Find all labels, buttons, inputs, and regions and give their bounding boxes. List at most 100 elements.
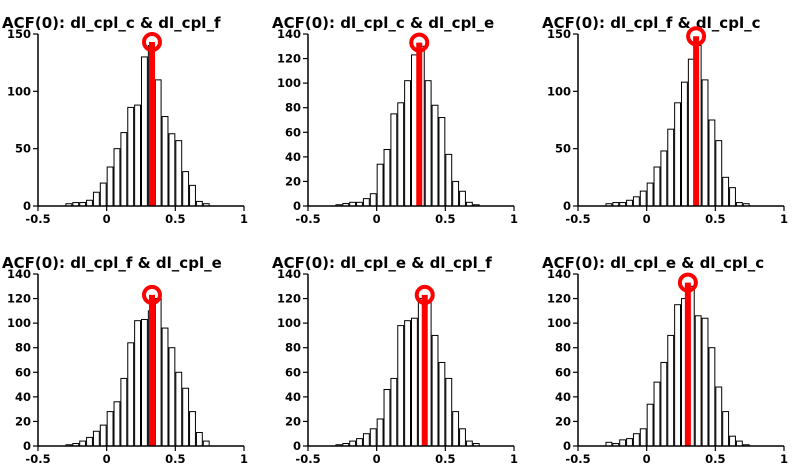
- histogram-bar: [708, 347, 716, 447]
- chart-title: ACF(0): dl_cpl_e & dl_cpl_f: [272, 254, 492, 272]
- histogram-bar: [106, 166, 114, 207]
- histogram-bar: [701, 79, 709, 207]
- y-tick-label: 150: [7, 27, 31, 41]
- histogram-bar: [134, 320, 141, 447]
- y-tick-label: 40: [15, 390, 31, 404]
- histogram-bar: [99, 424, 107, 447]
- histogram-bar: [141, 318, 148, 447]
- observed-value-marker: [414, 284, 435, 305]
- y-tick-label: 140: [547, 267, 571, 281]
- chart-title: ACF(0): dl_cpl_c & dl_cpl_f: [2, 14, 221, 32]
- x-tick-label: 0: [373, 452, 381, 464]
- x-tick-label: 1: [510, 212, 518, 226]
- chart-panel-4: ACF(0): dl_cpl_f & dl_cpl_e-0.5 0 0.5 10204…: [2, 254, 248, 464]
- x-tick-label: 0: [103, 452, 111, 464]
- histogram-bar: [445, 377, 453, 447]
- histogram-bar: [459, 428, 466, 447]
- y-tick-label: 50: [15, 142, 31, 156]
- y-tick-label: 120: [547, 292, 571, 306]
- x-tick-label: 0.5: [165, 452, 185, 464]
- y-tick-label: 50: [555, 142, 571, 156]
- histogram-bar: [626, 199, 633, 207]
- histogram-bar: [715, 386, 723, 447]
- histogram-bar: [182, 171, 190, 207]
- y-tick-label: 100: [547, 84, 571, 98]
- observed-value-marker: [141, 32, 162, 53]
- y-tick-label: 60: [15, 365, 31, 379]
- histogram-bar: [161, 327, 169, 447]
- histogram-bar: [106, 411, 114, 447]
- chart-panel-2: ACF(0): dl_cpl_c & dl_cpl_e-0.5 0 0.5 10204…: [272, 14, 518, 226]
- histogram-bar: [127, 106, 135, 207]
- histogram-bar: [438, 117, 446, 207]
- histogram-bar: [694, 315, 702, 447]
- histogram-bar: [701, 317, 709, 447]
- x-tick-label: 0: [103, 212, 111, 226]
- histogram-bar: [376, 163, 384, 207]
- y-tick-label: 60: [285, 125, 301, 139]
- histogram-bar: [120, 132, 128, 207]
- histogram-bar: [195, 431, 203, 447]
- histogram-bar: [141, 56, 148, 207]
- x-tick-label: 1: [780, 452, 788, 464]
- y-tick-label: 100: [277, 316, 301, 330]
- histogram-bar: [127, 342, 135, 447]
- histogram-bar: [120, 377, 128, 447]
- histogram-bar: [411, 317, 418, 447]
- chart-panel-5: ACF(0): dl_cpl_e & dl_cpl_f-0.5 0 0.5 10204…: [272, 254, 518, 464]
- y-tick-label: 100: [547, 316, 571, 330]
- histogram-bar: [356, 438, 363, 447]
- x-tick-label: -0.5: [25, 452, 50, 464]
- histogram-bar: [92, 430, 100, 447]
- y-tick-label: 140: [277, 27, 301, 41]
- x-tick-label: 0.5: [705, 212, 725, 226]
- histogram-bar: [369, 428, 377, 447]
- y-tick-label: 60: [555, 365, 571, 379]
- histogram-bar: [182, 387, 190, 447]
- histogram-bar: [660, 150, 668, 207]
- histogram-bar: [92, 191, 100, 207]
- histogram-bar: [86, 436, 93, 447]
- x-tick-label: 0: [643, 212, 651, 226]
- histogram-bar: [729, 435, 736, 447]
- y-tick-label: 80: [555, 341, 571, 355]
- y-tick-label: 80: [285, 341, 301, 355]
- chart-panel-6: ACF(0): dl_cpl_e & dl_cpl_c-0.5 0 0.5 10204…: [542, 254, 788, 464]
- x-tick-label: 0.5: [435, 212, 455, 226]
- histogram-bar: [154, 298, 162, 447]
- observed-value-marker: [677, 272, 698, 293]
- histogram-bar: [715, 140, 723, 207]
- histogram-bar: [404, 80, 411, 207]
- histogram-bar: [674, 102, 682, 207]
- histogram-bar: [452, 180, 460, 207]
- histogram-bar: [667, 334, 675, 447]
- histogram-bar: [445, 153, 453, 207]
- chart-title: ACF(0): dl_cpl_e & dl_cpl_c: [542, 254, 764, 272]
- y-tick-label: 0: [563, 439, 571, 453]
- histogram-bar: [639, 428, 647, 447]
- histogram-bar: [646, 403, 654, 447]
- y-tick-label: 20: [285, 174, 301, 188]
- histogram-bar: [632, 196, 640, 207]
- histogram-bar: [667, 128, 675, 207]
- y-tick-label: 120: [7, 292, 31, 306]
- histogram-bar: [708, 119, 716, 207]
- y-tick-label: 150: [547, 27, 571, 41]
- observed-value-marker: [686, 26, 707, 47]
- y-tick-label: 100: [7, 316, 31, 330]
- x-tick-label: 1: [510, 452, 518, 464]
- y-tick-label: 60: [285, 365, 301, 379]
- histogram-bar: [397, 325, 405, 447]
- y-tick-label: 20: [15, 414, 31, 428]
- y-tick-label: 0: [23, 199, 31, 213]
- y-tick-label: 80: [15, 341, 31, 355]
- histogram-bar: [674, 304, 682, 447]
- x-tick-label: -0.5: [295, 452, 320, 464]
- histogram-bar: [681, 81, 688, 207]
- histogram-bar: [362, 433, 370, 447]
- histogram-bar: [632, 433, 640, 447]
- histogram-bar: [452, 411, 460, 447]
- histogram-bar: [390, 113, 398, 207]
- histogram-bar: [376, 418, 384, 447]
